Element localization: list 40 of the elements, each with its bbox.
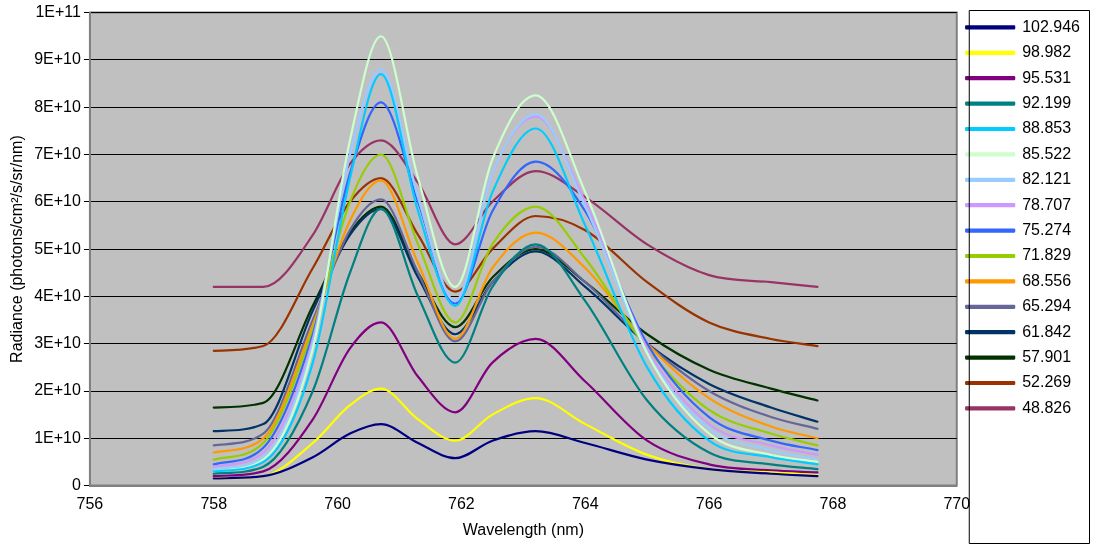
line-series [212,321,819,478]
legend-label: 57.901 [1022,348,1072,366]
y-tick-label: 7E+10 [34,144,81,162]
y-tick-label: 6E+10 [34,192,81,210]
x-tick-label: 756 [76,494,104,512]
legend-label: 98.982 [1022,43,1072,61]
legend-label: 61.842 [1022,322,1072,340]
legend-label: 82.121 [1022,170,1072,188]
legend-label: 75.274 [1022,221,1072,239]
y-tick-label: 3E+10 [34,334,81,352]
legend-label: 88.853 [1022,119,1072,137]
y-tick-label: 0 [72,476,81,494]
legend-label: 68.556 [1022,271,1072,289]
y-tick-label: 4E+10 [34,286,81,304]
legend-label: 71.829 [1022,246,1072,264]
y-tick-label: 1E+10 [34,428,81,446]
y-axis-title: Radiance (photons/cm²/s/sr/nm) [8,135,26,363]
x-tick-label: 766 [695,494,723,512]
legend-label: 102.946 [1022,17,1081,35]
line-series [212,177,819,352]
y-tick-label: 8E+10 [34,97,81,115]
x-tick-label: 760 [324,494,352,512]
y-tick-label: 2E+10 [34,381,81,399]
x-axis-title: Wavelength (nm) [462,520,584,538]
legend-label: 65.294 [1022,297,1072,315]
x-tick-label: 764 [571,494,599,512]
y-tick-label: 5E+10 [34,239,81,257]
legend-label: 52.269 [1022,373,1072,391]
x-tick-label: 758 [200,494,228,512]
y-tick-label: 1E+11 [35,3,81,21]
x-tick-label: 768 [819,494,847,512]
legend-label: 48.826 [1022,398,1072,416]
y-tick-label: 9E+10 [34,50,81,68]
legend-label: 85.522 [1022,144,1072,162]
x-tick-label: 762 [448,494,475,512]
legend-label: 95.531 [1022,68,1072,86]
line-series [212,139,819,289]
line-series [212,423,819,480]
legend-label: 78.707 [1022,195,1072,213]
legend-label: 92.199 [1022,94,1072,112]
